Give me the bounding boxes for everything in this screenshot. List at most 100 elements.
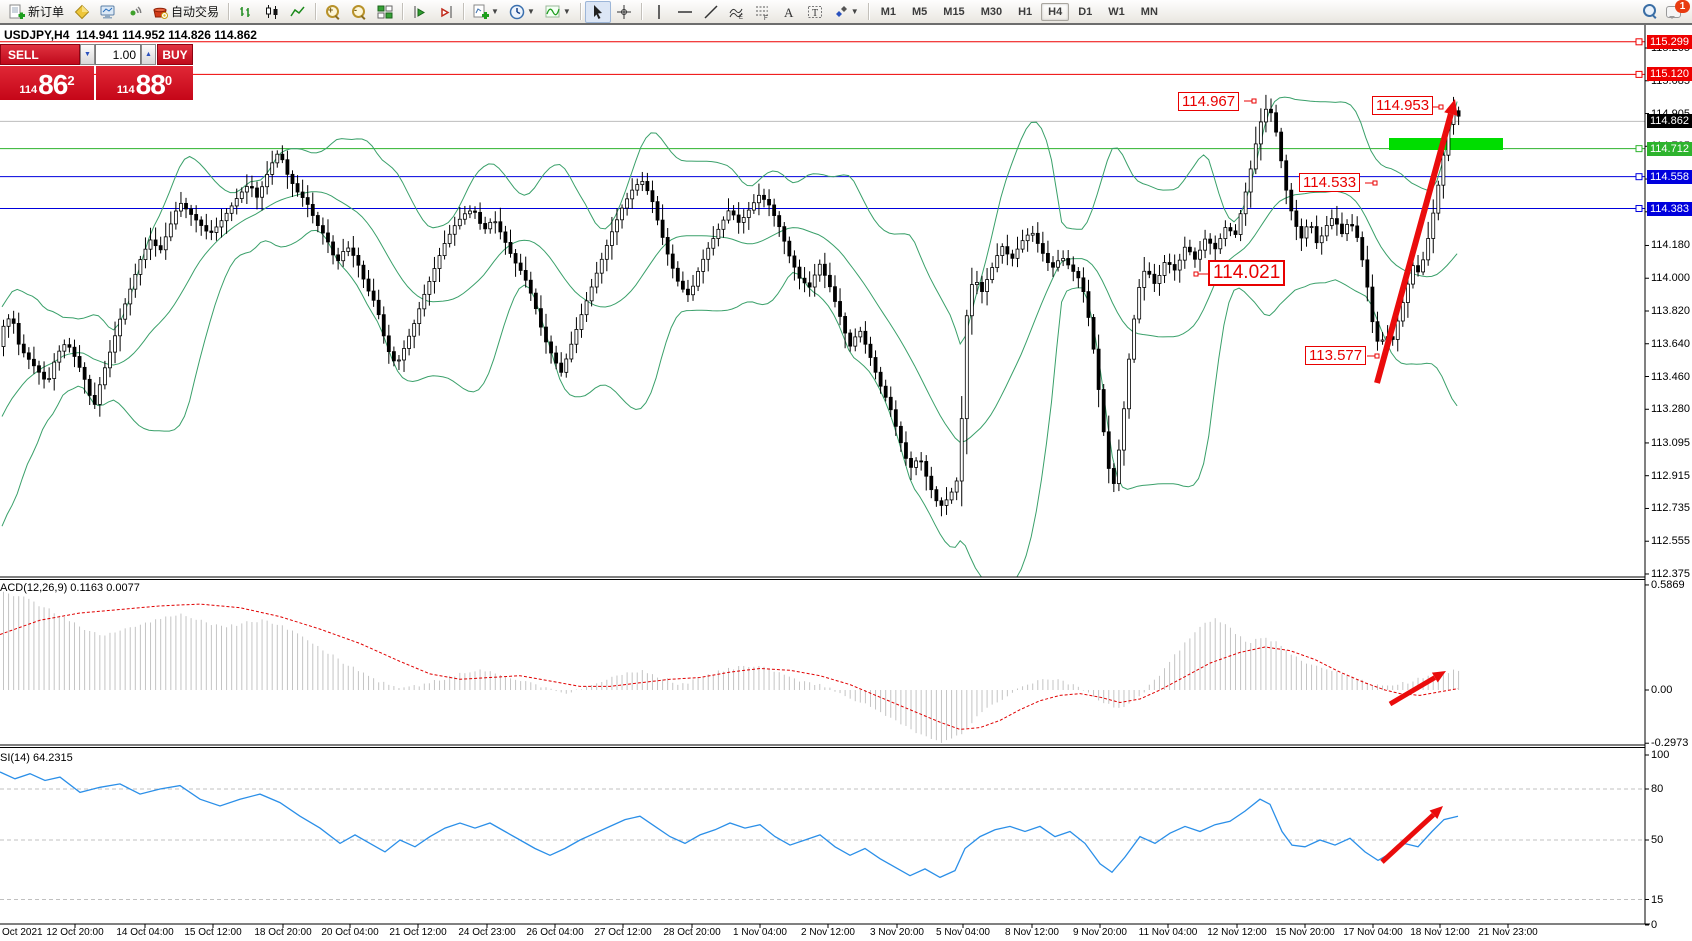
line-handle[interactable] [1635, 38, 1643, 46]
candle-body [812, 274, 817, 288]
price-callout[interactable]: 114.967 [1178, 92, 1240, 112]
autotrade-button[interactable]: 自动交易 [147, 1, 224, 23]
price-callout[interactable]: 114.953 [1372, 96, 1434, 116]
candle-chart-type-button[interactable] [259, 1, 285, 23]
chevron-down-icon: ▼ [850, 7, 859, 16]
candle-body [244, 186, 249, 193]
candle-body [914, 460, 918, 468]
market-button[interactable] [69, 1, 95, 23]
zoom-out-button[interactable]: - [346, 1, 372, 23]
trendline-tool-button[interactable] [698, 1, 724, 23]
line-handle[interactable] [1635, 70, 1643, 78]
panel-separator[interactable] [0, 574, 1692, 581]
candle-body [67, 344, 72, 348]
auto-scroll-button[interactable] [433, 1, 459, 23]
buy-button[interactable]: BUY [157, 44, 193, 65]
buy-price-display[interactable]: 114 88 0 [96, 66, 193, 100]
timeframe-h4-button[interactable]: H4 [1041, 2, 1070, 21]
indicators-button[interactable]: ▼ [540, 1, 576, 23]
hline-tool-button[interactable] [672, 1, 698, 23]
price-callout[interactable]: 114.021 [1208, 260, 1286, 286]
line-handle[interactable] [1635, 145, 1643, 153]
candle-body [442, 243, 447, 257]
vline-tool-button[interactable] [646, 1, 672, 23]
label-tool-button[interactable]: T [802, 1, 828, 23]
price-callout[interactable]: 113.577 [1305, 346, 1367, 366]
lot-size-input[interactable] [95, 44, 141, 65]
chat-button[interactable]: 1 [1666, 0, 1690, 20]
candle-body [858, 330, 863, 338]
timeframe-mn-button[interactable]: MN [1140, 5, 1158, 18]
buy-price-main: 88 [135, 69, 166, 100]
line-chart-type-button[interactable] [285, 1, 311, 23]
chart-shift-button[interactable] [407, 1, 433, 23]
candle-body [969, 284, 974, 317]
candle-body [417, 308, 422, 324]
timeframe-d1-button[interactable]: D1 [1078, 5, 1093, 18]
chart-shift-icon [412, 4, 428, 20]
candle-body [346, 247, 351, 252]
timeframe-m1-button[interactable]: M1 [880, 5, 896, 18]
profiles-button[interactable]: ▼ [504, 1, 540, 23]
line-handle[interactable] [1635, 205, 1643, 213]
zoom-in-button[interactable]: + [320, 1, 346, 23]
price-callout[interactable]: 114.533 [1299, 173, 1361, 193]
fibonacci-tool-button[interactable]: F [750, 1, 776, 23]
lot-decrease-button[interactable]: ▼ [80, 44, 95, 65]
candle-body [250, 186, 254, 189]
candle-body [716, 228, 721, 239]
candle-body [1000, 246, 1005, 256]
sell-price-display[interactable]: 114 86 2 [0, 66, 94, 100]
candle-body [315, 215, 320, 226]
candle-body [92, 395, 97, 405]
text-tool-button[interactable]: A [776, 1, 802, 23]
bar-chart-type-button[interactable] [233, 1, 259, 23]
terminal-button[interactable] [95, 1, 121, 23]
candle-body [1208, 238, 1213, 244]
candle-body [16, 322, 21, 345]
signals-icon [126, 4, 142, 20]
new-order-button[interactable]: 新订单 [4, 1, 69, 23]
new-chart-button[interactable]: ▼ [468, 1, 504, 23]
candle-body [285, 159, 290, 175]
candle-body [1015, 248, 1020, 259]
candle-body [1056, 260, 1060, 268]
toolbar-separator [867, 3, 869, 20]
timeframe-h1-button[interactable]: H1 [1018, 5, 1033, 18]
crosshair-tool-button[interactable] [611, 1, 637, 23]
candle-body [1061, 258, 1066, 262]
tile-windows-button[interactable] [372, 1, 398, 23]
channel-tool-button[interactable]: E [724, 1, 750, 23]
candle-body [1228, 227, 1233, 232]
callout-anchor [1374, 353, 1380, 359]
candle-body [37, 365, 41, 373]
candle-body [868, 343, 873, 358]
timeframe-w1-button[interactable]: W1 [1108, 5, 1125, 18]
signals-button[interactable] [121, 1, 147, 23]
candle-body [199, 219, 204, 226]
trend-arrow-head [1444, 99, 1458, 116]
sell-button[interactable]: SELL [0, 44, 80, 65]
arrows-tool-button[interactable]: ▼ [828, 1, 864, 23]
chevron-down-icon: ▼ [562, 7, 571, 16]
lot-increase-button[interactable]: ▲ [141, 44, 156, 65]
timeframe-m30-button[interactable]: M30 [980, 5, 1003, 18]
candle-body [579, 314, 584, 330]
line-handle[interactable] [1635, 173, 1643, 181]
bollinger-upper [1, 96, 1458, 346]
candle-body [305, 197, 310, 205]
new-order-icon [9, 4, 25, 20]
candle-body [1218, 238, 1223, 250]
chevron-down-icon: ▼ [526, 7, 535, 16]
timeframe-m5-button[interactable]: M5 [912, 5, 928, 18]
cursor-tool-button[interactable] [584, 0, 611, 23]
macd-label: ACD(12,26,9) 0.1163 0.0077 [0, 582, 140, 594]
clock-icon [509, 4, 525, 20]
search-icon[interactable] [1642, 3, 1658, 19]
price-line-badge: 114.558 [1647, 169, 1692, 184]
timeframe-m15-button[interactable]: M15 [943, 5, 965, 18]
toolbar-separator [315, 3, 317, 20]
panel-separator[interactable] [0, 743, 1692, 750]
